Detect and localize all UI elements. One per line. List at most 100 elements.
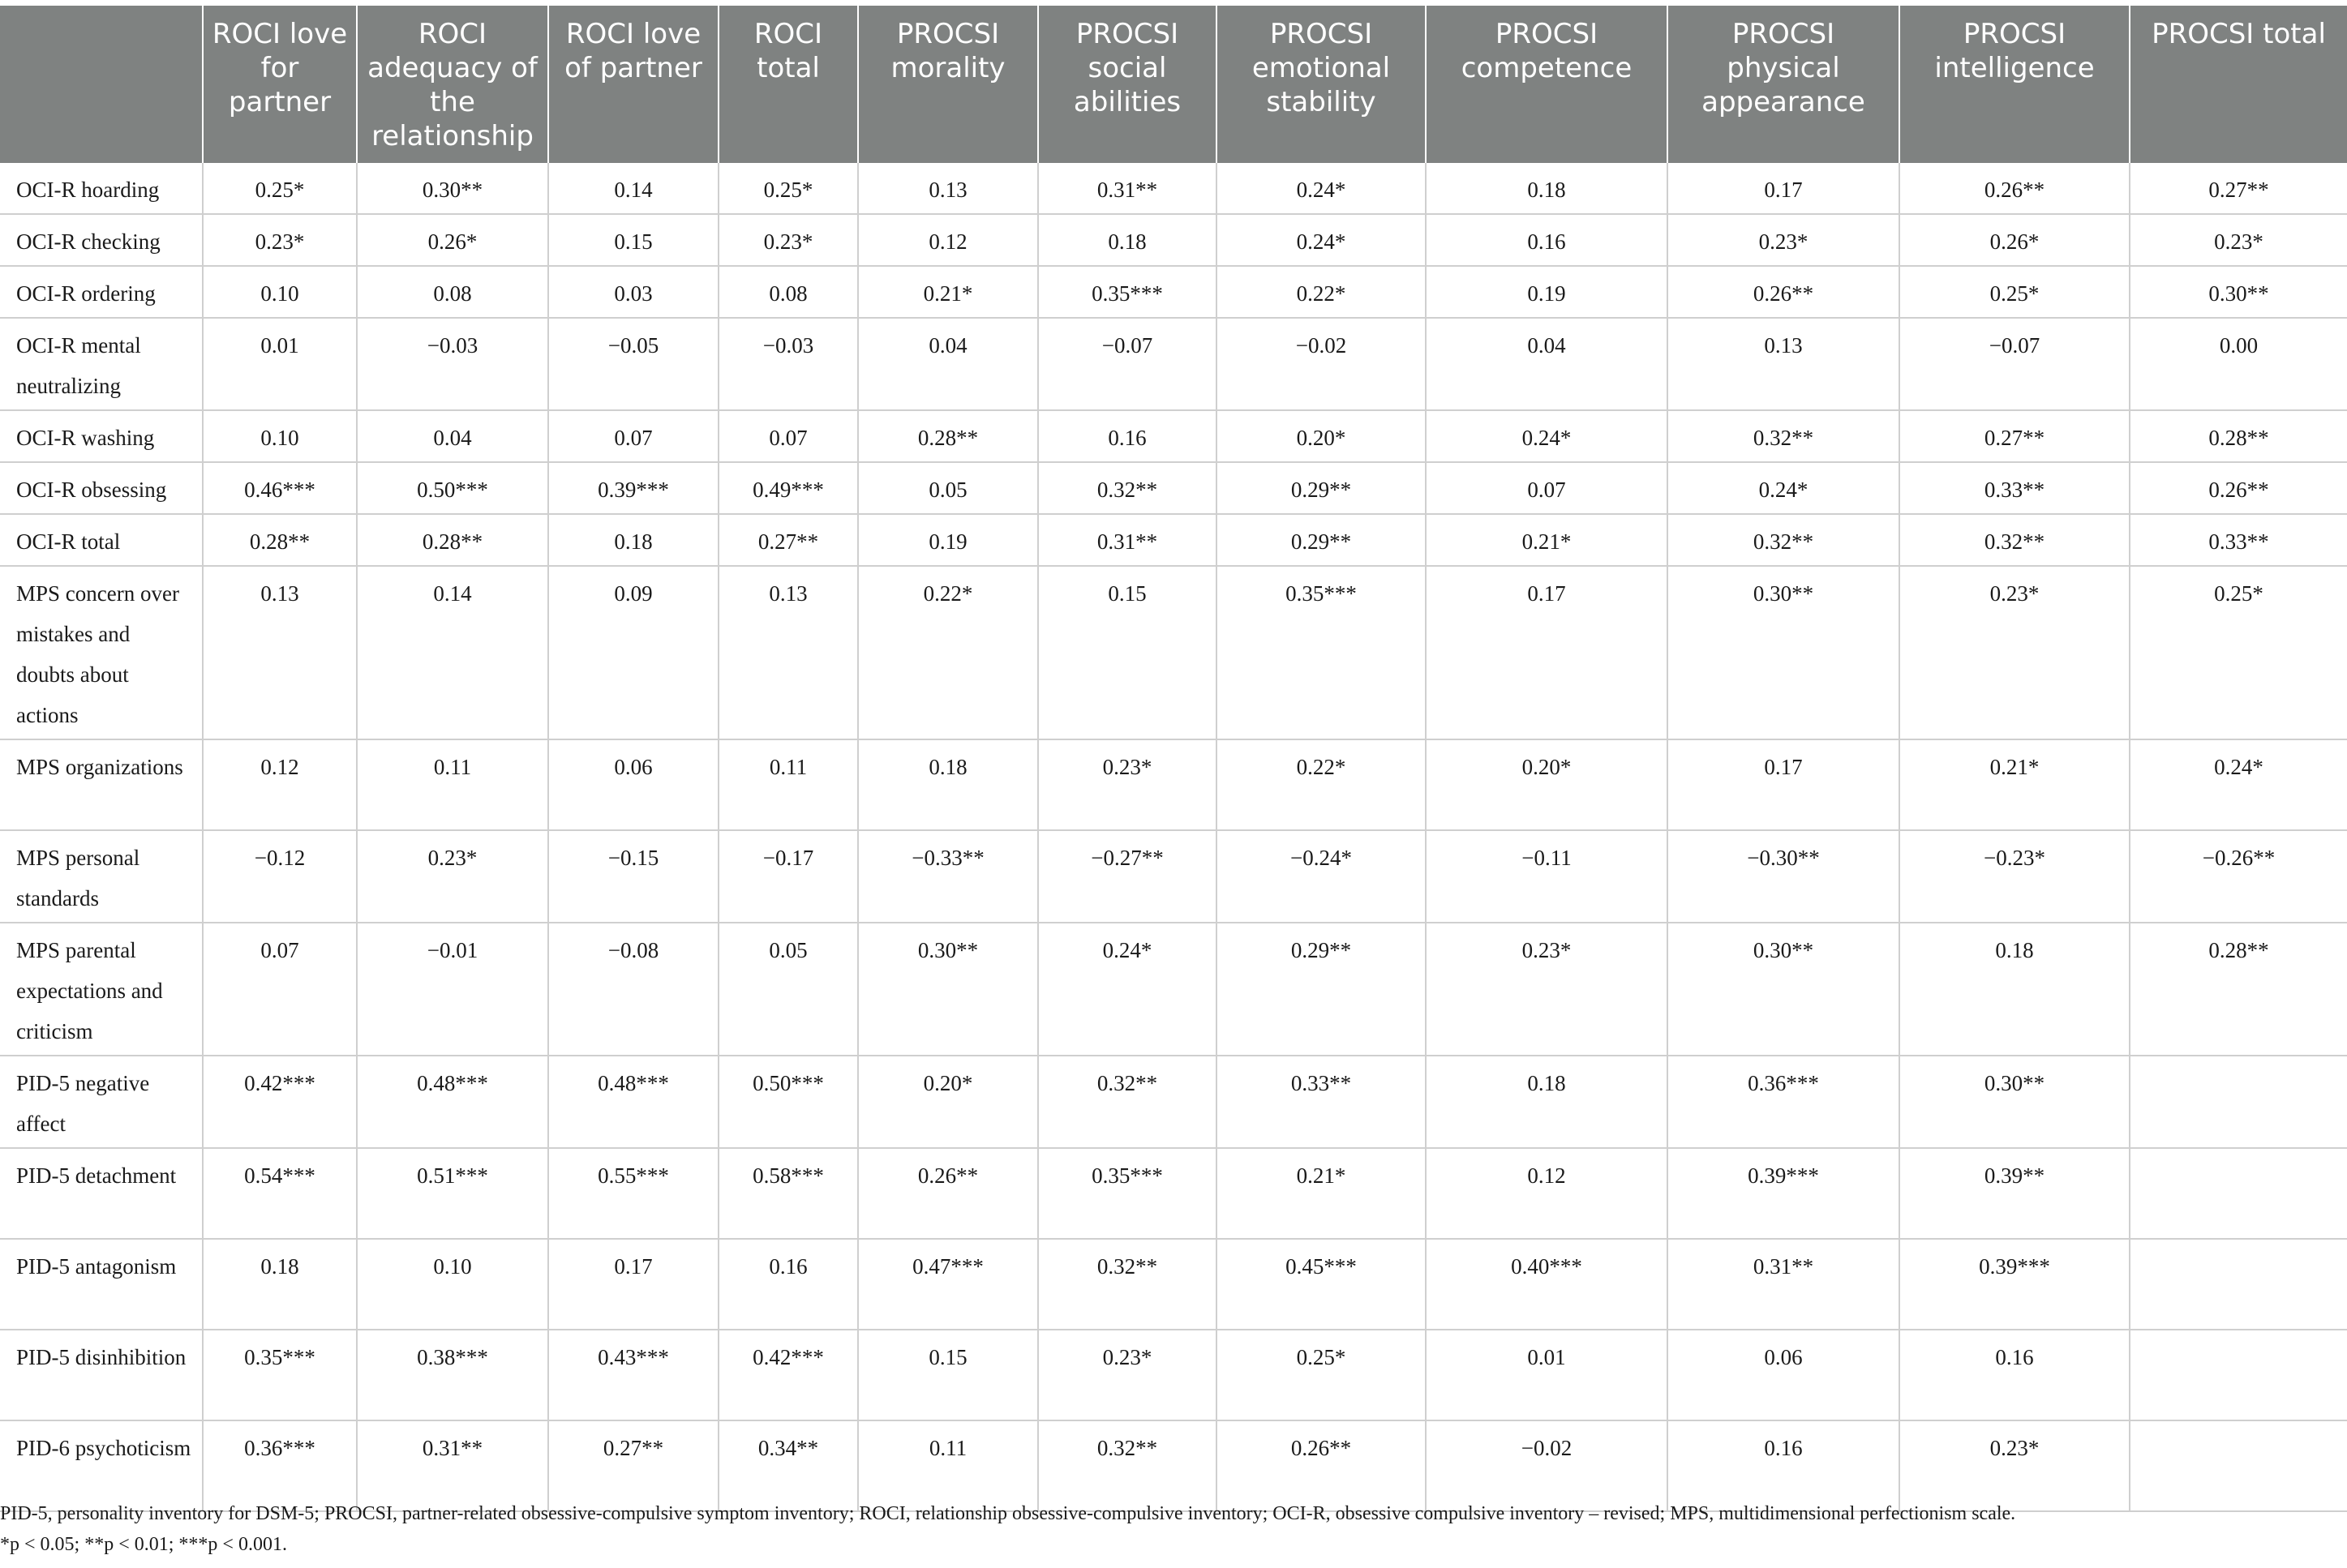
header-procsi-competence: PROCSI competence: [1426, 6, 1668, 163]
correlation-cell: 0.23*: [2130, 214, 2347, 267]
header-procsi-intelligence: PROCSI intelligence: [1899, 6, 2130, 163]
correlation-cell: 0.18: [203, 1239, 358, 1330]
correlation-cell: 0.16: [1667, 1420, 1900, 1512]
header-row: ROCI love for partner ROCI adequacy of t…: [0, 6, 2347, 163]
header-procsi-social-abilities: PROCSI social abilities: [1038, 6, 1217, 163]
correlation-cell: 0.23*: [1899, 566, 2130, 740]
correlation-cell: 0.24*: [1667, 462, 1900, 515]
correlation-cell: 0.15: [858, 1330, 1039, 1421]
correlation-cell: 0.31**: [1667, 1239, 1900, 1330]
correlation-cell: 0.48***: [357, 1056, 549, 1149]
table-row: OCI-R mental neutralizing 0.01 −0.03 −0.05−…: [0, 318, 2347, 411]
correlation-cell: 0.40***: [1426, 1239, 1668, 1330]
header-procsi-morality: PROCSI morality: [858, 6, 1039, 163]
correlation-cell: 0.09: [548, 566, 719, 740]
correlation-cell: 0.29**: [1216, 514, 1427, 567]
row-label: MPS parental expectations and criticism: [0, 923, 204, 1056]
correlation-cell: 0.42***: [719, 1330, 859, 1421]
correlation-cell: −0.07: [1038, 318, 1217, 411]
correlation-cell: 0.23*: [357, 830, 549, 923]
correlation-cell: 0.18: [1426, 163, 1668, 215]
row-label: MPS concern over mistakes and doubts abo…: [0, 566, 204, 740]
correlation-cell: 0.32**: [1899, 514, 2130, 567]
correlation-cell: 0.35***: [203, 1330, 358, 1421]
correlation-cell: −0.30**: [1667, 830, 1900, 923]
correlation-cell: −0.27**: [1038, 830, 1217, 923]
correlation-cell: 0.01: [203, 318, 358, 411]
correlation-cell: 0.39***: [1899, 1239, 2130, 1330]
row-label: PID-5 disinhibition: [0, 1330, 204, 1421]
correlation-cell: 0.18: [858, 739, 1039, 831]
correlation-cell: 0.20*: [1426, 739, 1668, 831]
correlation-cell: 0.27**: [548, 1420, 719, 1512]
row-label: OCI-R mental neutralizing: [0, 318, 204, 411]
correlation-cell: 0.23*: [1038, 739, 1217, 831]
correlation-cell: −0.15: [548, 830, 719, 923]
table-row: OCI-R obsessing 0.46*** 0.50*** 0.39*** 0.49…: [0, 462, 2347, 515]
correlation-cell: 0.24*: [1038, 923, 1217, 1056]
correlation-cell: 0.26**: [1667, 266, 1900, 319]
header-roci-total: ROCI total: [719, 6, 859, 163]
correlation-cell: 0.25*: [719, 163, 859, 215]
correlation-cell: 0.17: [1426, 566, 1668, 740]
correlation-cell: 0.30**: [1667, 566, 1900, 740]
table-row: MPS personal standards −0.12 0.23* −0.15 −0.…: [0, 830, 2347, 923]
correlation-cell: 0.46***: [203, 462, 358, 515]
correlation-cell: 0.49***: [719, 462, 859, 515]
header-row-label: [0, 6, 204, 163]
correlation-cell: 0.50***: [357, 462, 549, 515]
correlation-cell: 0.04: [858, 318, 1039, 411]
correlation-cell: [2130, 1148, 2347, 1240]
correlation-cell: 0.24*: [1216, 163, 1427, 215]
correlation-cell: 0.10: [203, 410, 358, 463]
correlation-cell: 0.32**: [1667, 410, 1900, 463]
correlation-cell: 0.45***: [1216, 1239, 1427, 1330]
row-label: PID-5 detachment: [0, 1148, 204, 1240]
header-roci-love-for-partner: ROCI love for partner: [203, 6, 358, 163]
table-row: PID-5 disinhibition 0.35*** 0.38*** 0.43***…: [0, 1330, 2347, 1421]
correlation-cell: 0.24*: [2130, 739, 2347, 831]
table-row: OCI-R hoarding 0.25* 0.30** 0.14 0.25* 0.13 0.…: [0, 163, 2347, 215]
correlation-cell: −0.07: [1899, 318, 2130, 411]
correlation-cell: 0.23*: [1038, 1330, 1217, 1421]
row-label: PID-5 negative affect: [0, 1056, 204, 1149]
correlation-cell: 0.18: [1426, 1056, 1668, 1149]
table-row: OCI-R ordering 0.10 0.08 0.03 0.08 0.21* 0.35*…: [0, 266, 2347, 319]
correlation-cell: 0.25*: [1216, 1330, 1427, 1421]
correlation-cell: 0.33**: [1216, 1056, 1427, 1149]
correlation-cell: 0.04: [1426, 318, 1668, 411]
correlation-cell: 0.47***: [858, 1239, 1039, 1330]
correlation-cell: 0.55***: [548, 1148, 719, 1240]
table-row: MPS concern over mistakes and doubts abo…: [0, 566, 2347, 740]
correlation-cell: 0.31**: [357, 1420, 549, 1512]
correlation-cell: 0.19: [1426, 266, 1668, 319]
correlation-cell: 0.23*: [203, 214, 358, 267]
correlation-cell: 0.26**: [858, 1148, 1039, 1240]
correlation-cell: −0.02: [1216, 318, 1427, 411]
correlation-cell: 0.51***: [357, 1148, 549, 1240]
correlation-cell: 0.21*: [1899, 739, 2130, 831]
header-roci-adequacy: ROCI adequacy of the relationship: [357, 6, 549, 163]
correlation-cell: 0.22*: [1216, 739, 1427, 831]
correlation-cell: 0.23*: [1667, 214, 1900, 267]
table-row: MPS organizations 0.12 0.11 0.06 0.11 0.18 0.2…: [0, 739, 2347, 831]
row-label: OCI-R ordering: [0, 266, 204, 319]
correlation-cell: −0.05: [548, 318, 719, 411]
correlation-cell: 0.29**: [1216, 462, 1427, 515]
correlation-cell: −0.33**: [858, 830, 1039, 923]
correlation-cell: 0.17: [1667, 163, 1900, 215]
correlation-cell: 0.25*: [203, 163, 358, 215]
correlation-cell: 0.22*: [1216, 266, 1427, 319]
correlation-cell: 0.12: [203, 739, 358, 831]
correlation-cell: 0.17: [548, 1239, 719, 1330]
correlation-cell: 0.13: [858, 163, 1039, 215]
correlation-cell: 0.18: [1899, 923, 2130, 1056]
correlation-cell: 0.35***: [1038, 1148, 1217, 1240]
correlation-cell: −0.23*: [1899, 830, 2130, 923]
header-procsi-emotional-stability: PROCSI emotional stability: [1216, 6, 1427, 163]
correlation-cell: 0.14: [357, 566, 549, 740]
correlation-cell: 0.28**: [203, 514, 358, 567]
correlation-cell: −0.17: [719, 830, 859, 923]
table-row: OCI-R washing 0.10 0.04 0.07 0.07 0.28** 0.16 0…: [0, 410, 2347, 463]
correlation-cell: 0.48***: [548, 1056, 719, 1149]
